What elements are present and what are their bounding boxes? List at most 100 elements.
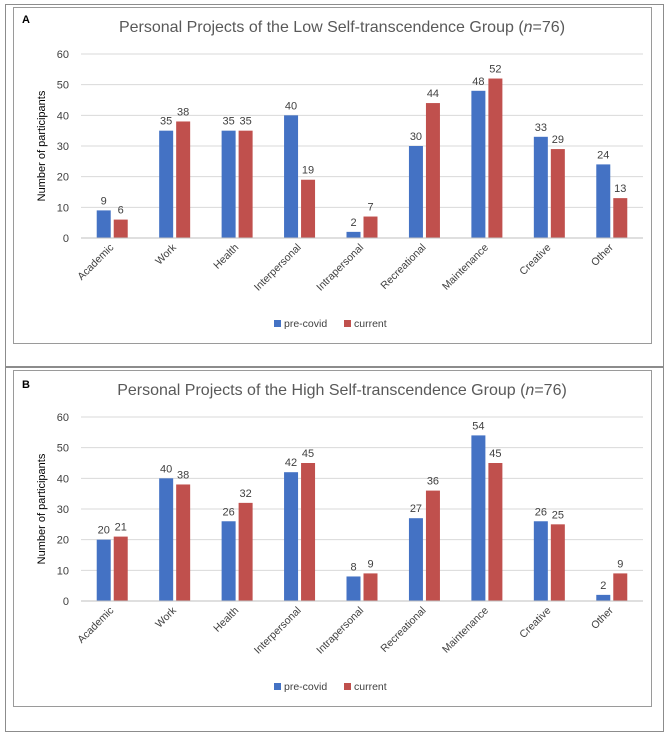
bar-value-label: 54	[472, 420, 484, 432]
bar-value-label: 27	[410, 503, 422, 515]
y-axis-label: Number of participants	[36, 453, 48, 564]
bar-value-label: 35	[239, 116, 251, 128]
bar-current	[301, 463, 316, 601]
x-tick-label: Creative	[517, 242, 553, 278]
bar-value-label: 29	[552, 134, 564, 146]
bar-current	[488, 78, 503, 239]
bar-current	[550, 524, 565, 601]
y-tick-label: 50	[57, 80, 69, 92]
bar-value-label: 44	[427, 88, 439, 100]
bar-current	[363, 573, 378, 601]
y-tick-label: 40	[57, 110, 69, 122]
y-tick-label: 60	[57, 49, 69, 61]
x-tick-label: Intrapersonal	[314, 605, 366, 657]
x-tick-label: Work	[153, 604, 179, 630]
x-tick-label: Academic	[75, 242, 116, 283]
bar-current	[113, 219, 128, 238]
bar-current	[550, 149, 565, 238]
bar-current	[613, 573, 628, 601]
outer-frame-top	[5, 4, 664, 367]
y-tick-label: 50	[57, 443, 69, 455]
y-axis-label: Number of participants	[36, 90, 48, 201]
bar-pre-covid	[346, 231, 361, 238]
bar-current	[488, 463, 503, 601]
bar-value-label: 26	[535, 506, 547, 518]
legend-swatch-current	[344, 683, 351, 690]
x-tick-label: Recreational	[378, 242, 428, 292]
bar-pre-covid	[408, 146, 423, 238]
bar-value-label: 2	[600, 580, 606, 592]
bar-value-label: 35	[160, 116, 172, 128]
x-tick-label: Creative	[517, 605, 553, 641]
outer-frame-bottom	[5, 367, 664, 732]
bar-pre-covid	[159, 130, 174, 238]
bar-value-label: 48	[472, 76, 484, 88]
panel-letter-b: B	[22, 379, 30, 391]
x-tick-label: Interpersonal	[252, 605, 304, 657]
bar-pre-covid	[346, 576, 361, 601]
bar-current	[238, 502, 253, 601]
y-tick-label: 20	[57, 172, 69, 184]
y-tick-label: 10	[57, 202, 69, 214]
y-tick-label: 0	[63, 596, 69, 608]
bar-pre-covid	[221, 130, 236, 238]
bar-value-label: 45	[302, 448, 314, 460]
legend-swatch-pre-covid	[274, 320, 281, 327]
bar-pre-covid	[284, 115, 299, 238]
x-tick-label: Interpersonal	[252, 242, 304, 294]
bar-value-label: 40	[160, 463, 172, 475]
x-tick-label: Maintenance	[440, 605, 491, 656]
x-tick-label: Other	[589, 604, 616, 631]
legend-label-current: current	[354, 681, 387, 693]
chart-panel-b: B Personal Projects of the High Self-tra…	[13, 370, 652, 707]
bar-pre-covid	[596, 594, 611, 601]
chart-panel-a: A Personal Projects of the Low Self-tran…	[13, 7, 652, 344]
y-tick-label: 20	[57, 535, 69, 547]
bar-value-label: 38	[177, 469, 189, 481]
bar-pre-covid	[96, 539, 111, 601]
bar-value-label: 40	[285, 100, 297, 112]
bar-value-label: 21	[115, 522, 127, 534]
bar-current	[301, 179, 316, 238]
chart-title: Personal Projects of the Low Self-transc…	[119, 19, 565, 36]
bar-pre-covid	[471, 435, 486, 601]
bar-current	[425, 490, 440, 601]
bar-value-label: 20	[98, 525, 110, 537]
y-tick-label: 30	[57, 141, 69, 153]
x-tick-label: Other	[589, 241, 616, 268]
y-tick-label: 40	[57, 473, 69, 485]
chart-title: Personal Projects of the High Self-trans…	[117, 382, 567, 399]
bar-current	[113, 536, 128, 601]
legend-label-pre-covid: pre-covid	[284, 681, 327, 693]
bar-value-label: 32	[239, 488, 251, 500]
bar-value-label: 33	[535, 122, 547, 134]
y-tick-label: 30	[57, 504, 69, 516]
bar-value-label: 13	[614, 183, 626, 195]
bar-value-label: 19	[302, 165, 314, 177]
bar-value-label: 26	[222, 506, 234, 518]
bar-current	[176, 121, 191, 238]
x-tick-label: Recreational	[378, 605, 428, 655]
bar-pre-covid	[284, 472, 299, 601]
x-tick-label: Health	[211, 242, 241, 272]
bar-value-label: 35	[222, 116, 234, 128]
chart-a-svg: Personal Projects of the Low Self-transc…	[36, 19, 643, 330]
bar-pre-covid	[533, 521, 548, 601]
bar-current	[363, 216, 378, 238]
bar-value-label: 24	[597, 149, 609, 161]
bar-value-label: 25	[552, 509, 564, 521]
y-tick-label: 60	[57, 412, 69, 424]
bar-current	[425, 103, 440, 238]
chart-b-svg: Personal Projects of the High Self-trans…	[36, 382, 643, 693]
bar-value-label: 6	[118, 205, 124, 217]
legend-swatch-pre-covid	[274, 683, 281, 690]
bar-current	[238, 130, 253, 238]
bar-current	[613, 198, 628, 238]
x-tick-label: Maintenance	[440, 242, 491, 293]
bar-pre-covid	[533, 136, 548, 238]
bar-value-label: 9	[367, 558, 373, 570]
bar-value-label: 30	[410, 131, 422, 143]
x-tick-label: Health	[211, 605, 241, 635]
bar-pre-covid	[96, 210, 111, 238]
bar-value-label: 42	[285, 457, 297, 469]
